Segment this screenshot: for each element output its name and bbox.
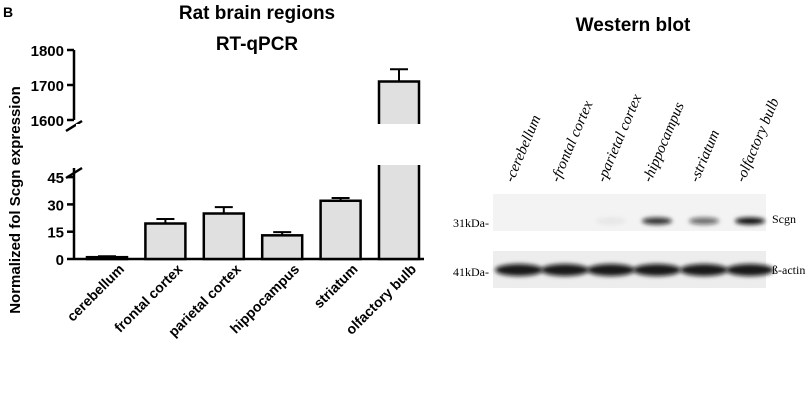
bar-4 [319,199,362,261]
blot-lane-label-5: -olfactory bulb [733,95,783,184]
bar-0 [85,255,129,261]
bar-3 [260,234,304,261]
blot-band-r1-lane2 [587,264,635,276]
bar-1 [144,222,187,261]
blot-protein-actin: ß-actin [772,263,805,277]
blot-strip-scgn-background [493,194,766,231]
blot-lane-label-1: -frontal cortex [548,98,597,184]
blot-band-r0-lane5 [735,217,765,225]
y-ticks: 0 15 30 45 1600 1700 1800 [31,43,74,269]
axis-break-gap [76,124,424,165]
y-tick-label-lower-0: 0 [56,252,64,269]
y-tick-label-lower-1: 15 [47,225,64,242]
y-tick-label-upper-0: 1600 [31,113,64,130]
bar-2 [202,212,246,261]
blot-band-r1-lane1 [541,264,589,276]
x-tick-label-0: cerebellum [64,261,128,325]
y-tick-label-upper-2: 1800 [31,43,64,60]
blot-band-r0-lane2 [596,217,626,225]
blot-strip-scgn [493,194,766,231]
blot-lane-label-4: -striatum [687,128,723,185]
x-tick-label-4: striatum [310,261,360,311]
bars [76,68,424,261]
y-axis-label: Normalized fol Scgn expression [7,86,24,314]
panel-letter: B [3,4,13,20]
blot-weight-actin: 41kDa- [453,265,489,279]
blot-weight-scgn: 31kDa- [453,216,489,230]
blot-lane-labels: -cerebellum -frontal cortex-parietal cort… [502,92,783,185]
blot-lane-label-2: -parietal cortex [594,92,645,185]
blot-band-r0-lane3 [642,217,672,225]
blot-band-r1-lane4 [680,264,728,276]
bar-5 [377,80,421,261]
chart-subtitle: RT-qPCR [216,34,299,55]
blot-protein-scgn: Scgn [772,212,796,226]
blot-band-r1-lane0 [495,264,543,276]
blot-band-r0-lane4 [689,217,719,225]
blot-lane-label-0: -cerebellum [502,113,545,185]
y-tick-label-upper-1: 1700 [31,78,64,95]
axis-break-mark-top [65,119,83,133]
blot-band-r1-lane3 [633,264,681,276]
y-tick-label-lower-3: 45 [47,170,64,187]
blot-strip-actin [493,251,774,288]
y-tick-label-lower-2: 30 [47,197,64,214]
blot-title: Western blot [576,15,691,36]
blot-band-r1-lane5 [726,264,774,276]
blot-lane-label-3: -hippocampus [640,100,688,185]
chart-title: Rat brain regions [179,3,335,24]
